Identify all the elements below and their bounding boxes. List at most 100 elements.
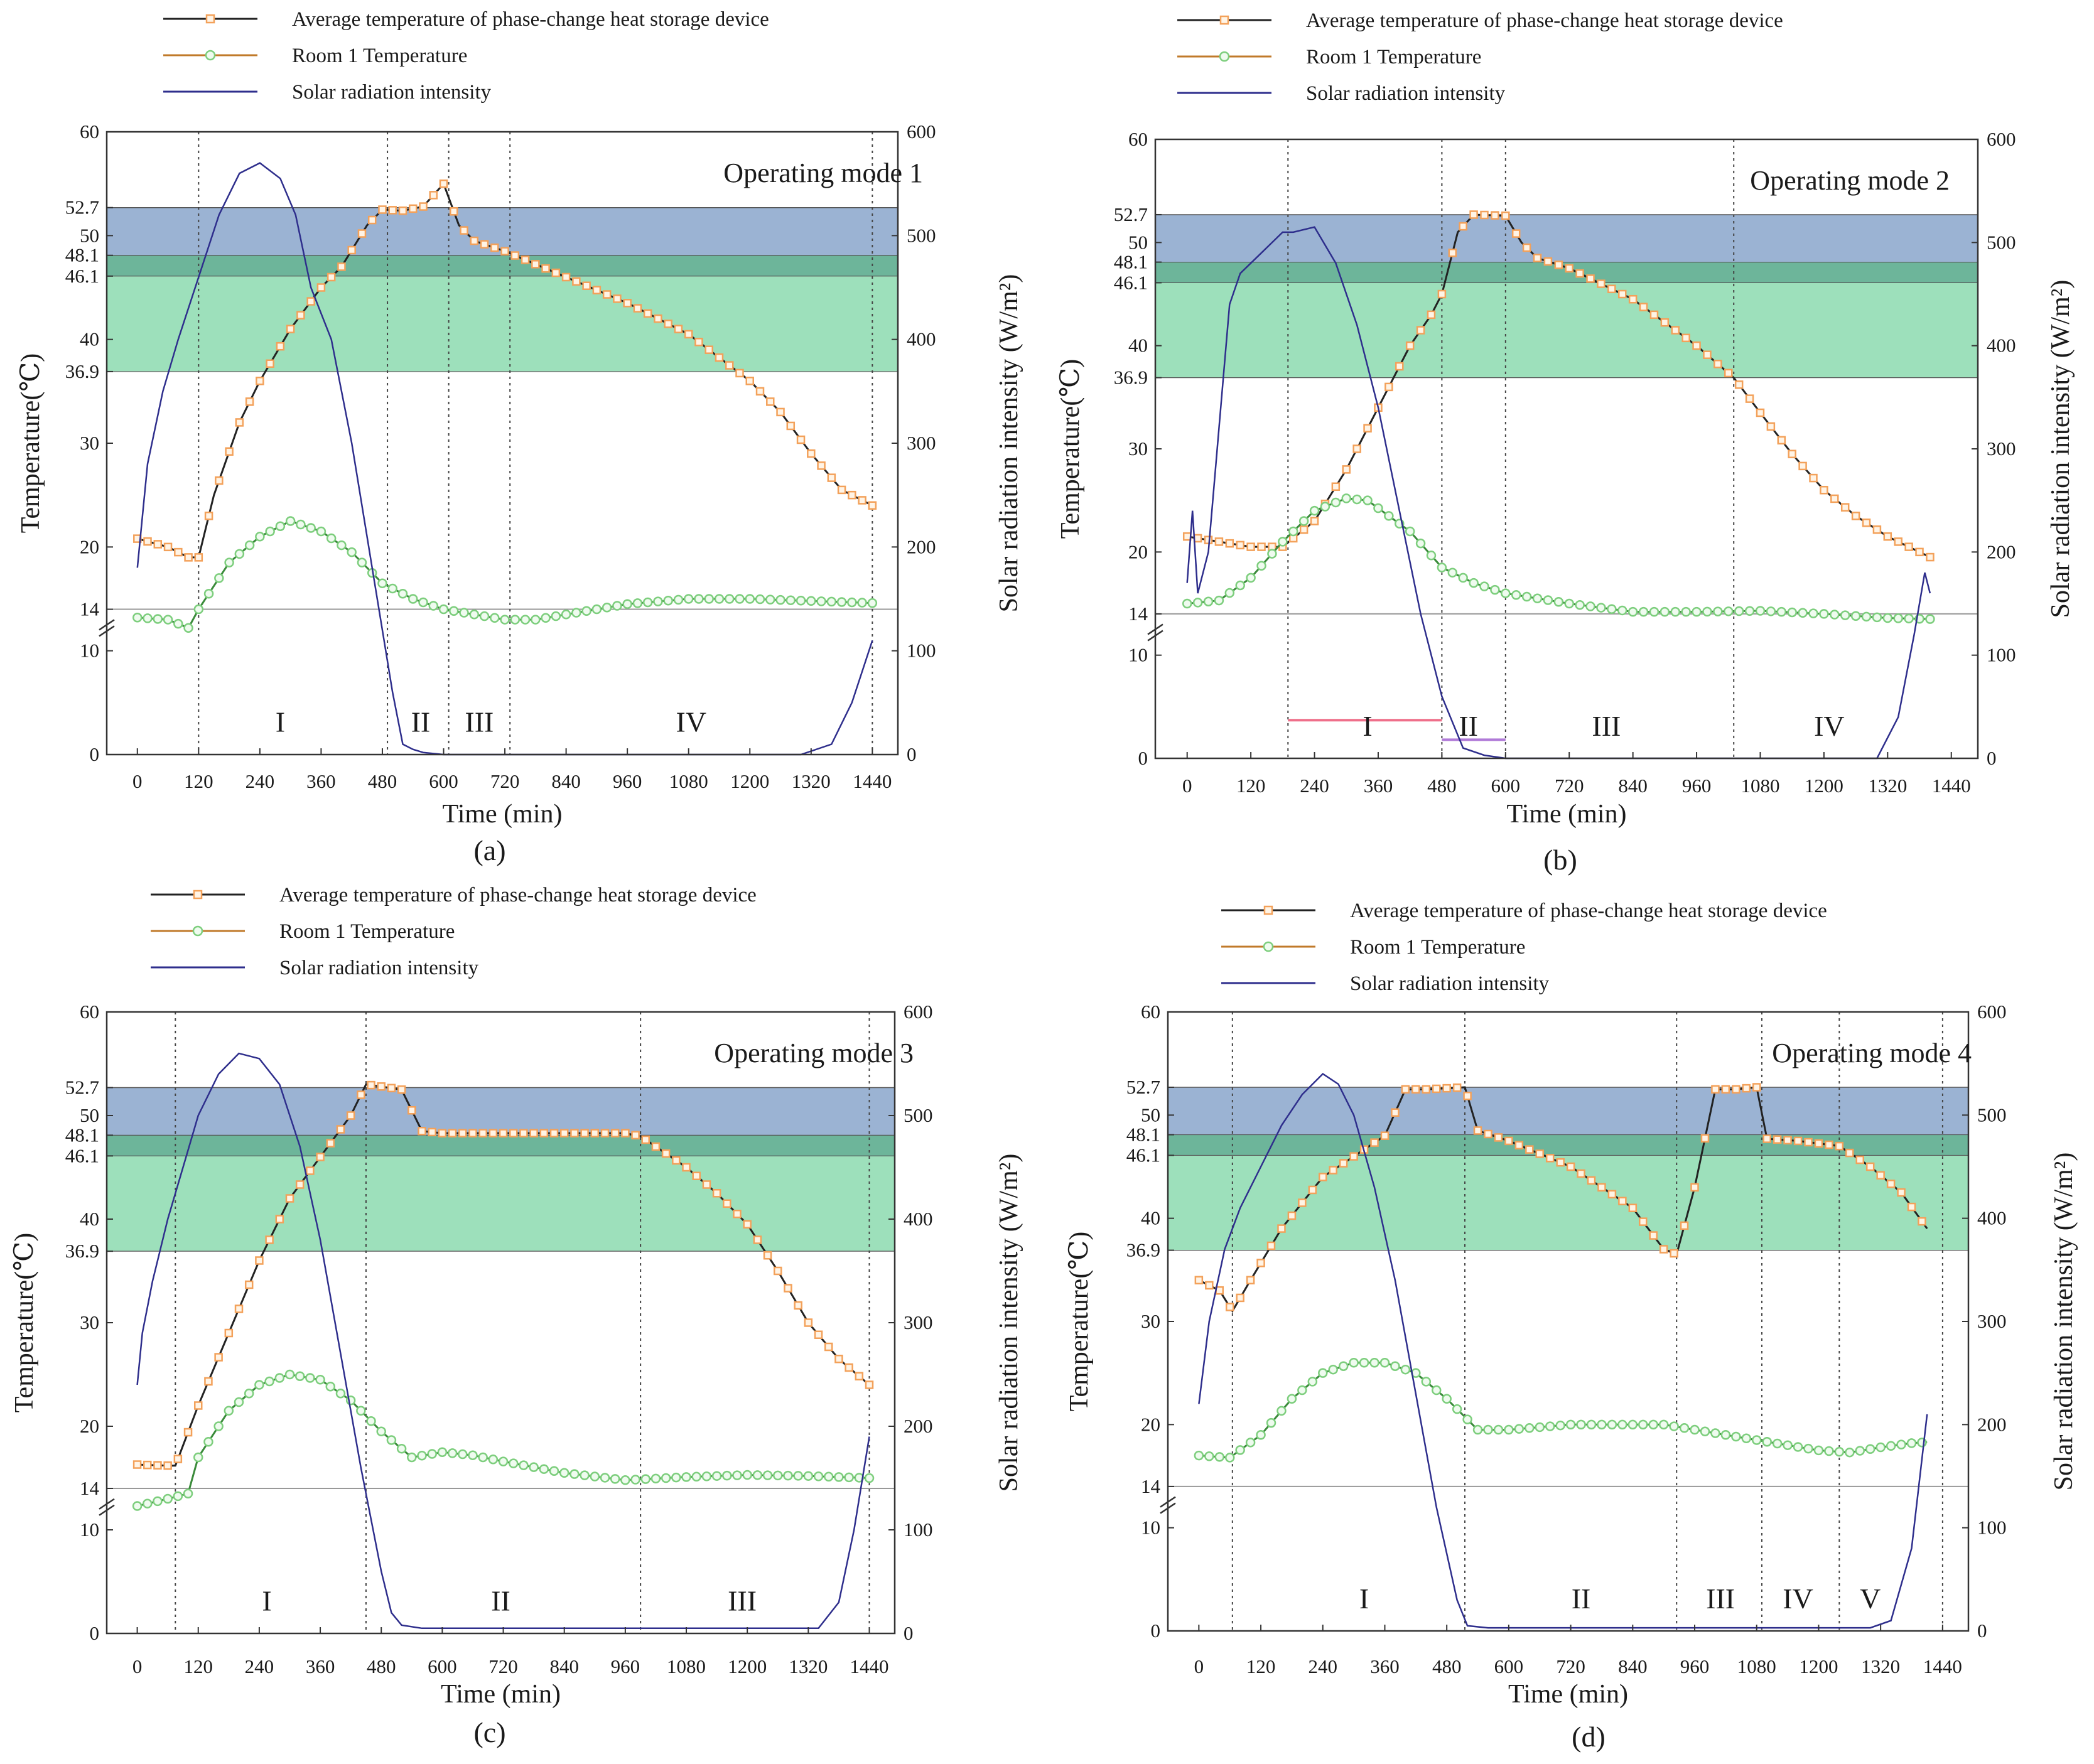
pcm-marker [235, 418, 244, 427]
pcm-marker [1783, 1136, 1792, 1145]
room-marker [1597, 1419, 1607, 1430]
pcm-marker [633, 304, 642, 313]
y-axis-title: Temperature(℃) [1056, 359, 1085, 539]
axis-break [1147, 623, 1163, 635]
legend-label: Average temperature of phase-change heat… [292, 8, 769, 31]
x-tick-label: 360 [1370, 1655, 1400, 1677]
pcm-marker [1756, 408, 1765, 417]
pcm-marker [1182, 532, 1192, 541]
x-tick-label: 1320 [1868, 775, 1907, 797]
x-tick-label: 1320 [1861, 1655, 1900, 1677]
pcm-marker [1762, 1134, 1771, 1143]
y-axis-title: Temperature(℃) [1065, 1232, 1094, 1412]
x-axis-title: Time (min) [441, 1680, 561, 1709]
room-marker [1287, 1394, 1297, 1404]
pcm-marker [306, 1166, 315, 1175]
pcm-marker [549, 1129, 559, 1137]
y2-tick-label: 400 [904, 1208, 933, 1230]
room-marker [1555, 1420, 1565, 1431]
solar-radiation-line [136, 1052, 870, 1630]
room-marker [153, 614, 163, 624]
pcm-marker [388, 206, 397, 215]
room-marker [1586, 1419, 1597, 1430]
room-marker [642, 597, 653, 608]
pcm-marker [1814, 1139, 1823, 1148]
legend: Average temperature of phase-change heat… [1221, 900, 1827, 995]
room-marker [173, 618, 183, 629]
room-marker [1458, 573, 1468, 583]
room-marker [366, 1416, 376, 1426]
room-marker [793, 1471, 803, 1481]
pcm-marker [672, 1156, 681, 1165]
y2-tick-label: 500 [904, 1104, 933, 1126]
pcm-marker [183, 1428, 193, 1437]
room-marker [1681, 606, 1691, 617]
room-marker [1896, 1439, 1906, 1449]
room-marker [285, 516, 296, 526]
room-marker [1328, 1364, 1338, 1375]
room-marker [437, 1447, 448, 1457]
pcm-marker [776, 407, 785, 417]
room-marker [1872, 612, 1882, 623]
legend: Average temperature of phase-change heat… [151, 884, 757, 979]
pcm-marker [275, 1215, 284, 1224]
room-marker [1330, 497, 1341, 508]
pcm-marker [580, 1129, 589, 1137]
pcm-marker [327, 272, 336, 282]
room-marker [1309, 505, 1320, 516]
y-tick-label: 52.7 [65, 196, 99, 218]
pcm-marker [1862, 519, 1871, 527]
room-marker [203, 1437, 213, 1447]
pcm-marker [631, 1131, 640, 1140]
pcm-marker [1703, 350, 1712, 359]
room-marker [1483, 1424, 1493, 1435]
pcm-marker [470, 236, 479, 245]
room-marker [1724, 606, 1734, 616]
room-marker [569, 1469, 580, 1479]
pcm-marker [664, 320, 672, 328]
room-marker [234, 1397, 244, 1407]
pcm-marker [295, 1180, 305, 1189]
pcm-marker [480, 240, 489, 249]
x-tick-label: 600 [428, 1655, 457, 1677]
y2-tick-label: 500 [1987, 231, 2016, 253]
room-marker [356, 1406, 366, 1416]
pcm-marker [438, 1129, 447, 1137]
y-tick-label: 10 [80, 640, 99, 662]
pcm-marker [661, 1149, 671, 1158]
room-marker [1731, 1431, 1741, 1442]
y2-tick-label: 400 [907, 328, 936, 350]
room-marker [1469, 578, 1479, 588]
room-marker [337, 540, 347, 551]
room-marker [1203, 596, 1214, 606]
pcm-marker [418, 1127, 426, 1136]
y-tick-label: 36.9 [65, 1240, 99, 1262]
y-tick-label: 52.7 [65, 1076, 99, 1098]
x-tick-label: 720 [1555, 775, 1584, 797]
pcm-marker [868, 501, 877, 510]
axis-break [1160, 1502, 1176, 1514]
pcm-marker [326, 1139, 335, 1148]
y2-tick-label: 100 [907, 640, 936, 662]
room-marker [1400, 1364, 1411, 1375]
pcm-marker [1514, 1141, 1524, 1150]
room-marker [796, 596, 806, 606]
pcm-marker [735, 368, 744, 378]
pcm-marker [1391, 1108, 1400, 1117]
room-marker [1669, 1421, 1679, 1431]
room-marker [214, 573, 224, 583]
y-tick-label: 30 [80, 432, 99, 454]
pcm-marker [439, 179, 448, 188]
y-tick-label: 46.1 [1126, 1144, 1160, 1166]
room-marker [806, 596, 816, 606]
y2-tick-label: 500 [1977, 1104, 2007, 1126]
y-tick-label: 50 [80, 1104, 99, 1126]
stage-label: I [1363, 710, 1372, 742]
pcm-marker [336, 1125, 345, 1134]
room-marker [1307, 1377, 1318, 1387]
pcm-marker [286, 325, 295, 333]
pcm-marker [1649, 1231, 1658, 1240]
pcm-marker [1384, 382, 1393, 392]
pcm-marker [643, 309, 652, 318]
